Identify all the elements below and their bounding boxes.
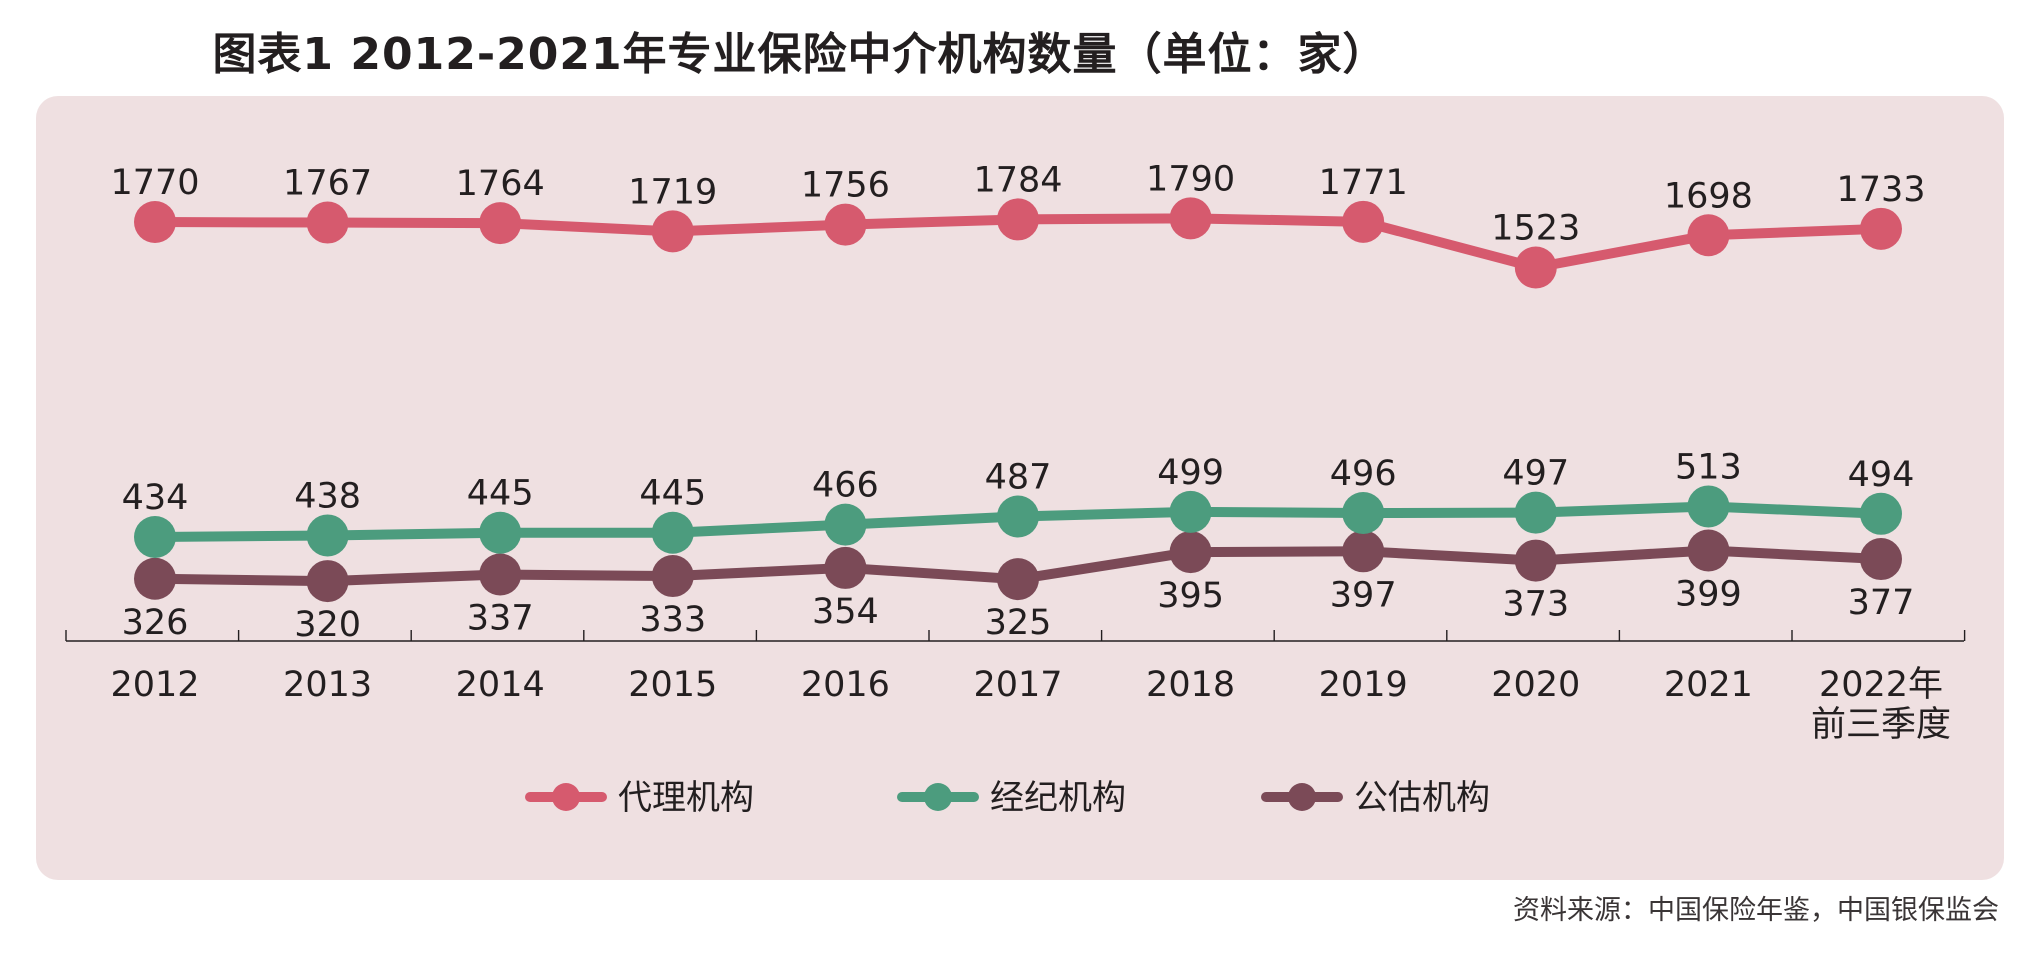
data-label: 354 bbox=[812, 592, 879, 632]
data-point bbox=[306, 514, 349, 557]
data-label: 499 bbox=[1157, 453, 1224, 493]
legend-marker bbox=[1288, 783, 1316, 811]
data-point bbox=[824, 203, 867, 246]
x-tick-label: 2020 bbox=[1491, 665, 1580, 705]
data-point bbox=[1514, 539, 1557, 582]
data-label: 438 bbox=[294, 476, 361, 516]
data-point bbox=[1342, 200, 1385, 243]
legend-label: 代理机构 bbox=[618, 778, 754, 818]
data-point bbox=[1169, 197, 1212, 240]
x-tick-label: 前三季度 bbox=[1811, 705, 1951, 745]
data-label: 326 bbox=[122, 603, 189, 643]
data-label: 1756 bbox=[801, 166, 890, 206]
data-point bbox=[997, 495, 1039, 538]
data-point bbox=[651, 511, 694, 554]
data-point bbox=[1342, 492, 1385, 535]
data-point bbox=[1860, 538, 1902, 581]
data-label: 337 bbox=[467, 599, 534, 639]
data-point bbox=[1169, 490, 1212, 533]
data-label: 487 bbox=[985, 458, 1052, 498]
x-tick-label: 2019 bbox=[1319, 665, 1408, 705]
data-point bbox=[479, 553, 522, 596]
data-point bbox=[479, 202, 522, 245]
data-label: 1764 bbox=[456, 164, 545, 204]
x-tick-label: 2015 bbox=[628, 665, 717, 705]
data-label: 320 bbox=[294, 605, 361, 645]
data-label: 434 bbox=[122, 478, 189, 518]
data-label: 399 bbox=[1675, 575, 1742, 615]
data-point bbox=[306, 560, 349, 603]
data-point bbox=[824, 503, 867, 546]
data-point bbox=[824, 546, 867, 589]
data-point bbox=[1687, 529, 1730, 572]
data-point bbox=[1860, 207, 1902, 250]
x-tick-label: 2021 bbox=[1664, 665, 1753, 705]
x-tick-label: 2016 bbox=[801, 665, 890, 705]
x-tick-label: 2014 bbox=[456, 665, 545, 705]
data-point bbox=[997, 198, 1039, 241]
data-label: 397 bbox=[1330, 575, 1397, 615]
data-label: 466 bbox=[812, 466, 879, 506]
data-label: 1733 bbox=[1836, 170, 1925, 210]
x-tick-label: 2012 bbox=[110, 665, 199, 705]
data-label: 1771 bbox=[1319, 163, 1408, 203]
data-point bbox=[479, 511, 522, 554]
data-label: 496 bbox=[1330, 454, 1397, 494]
legend-label: 公估机构 bbox=[1354, 778, 1490, 818]
source-note: 资料来源：中国保险年鉴，中国银保监会 bbox=[1513, 895, 1999, 926]
data-label: 445 bbox=[467, 474, 534, 514]
data-point bbox=[134, 557, 176, 600]
data-point bbox=[306, 201, 349, 244]
x-tick-label: 2022年 bbox=[1819, 665, 1943, 705]
data-label: 333 bbox=[639, 600, 706, 640]
data-point bbox=[1514, 491, 1557, 534]
data-point bbox=[997, 558, 1039, 601]
data-label: 1698 bbox=[1664, 176, 1753, 216]
x-tick-label: 2017 bbox=[973, 665, 1062, 705]
data-label: 1523 bbox=[1491, 208, 1580, 248]
data-label: 1770 bbox=[110, 163, 199, 203]
data-point bbox=[651, 210, 694, 253]
x-tick-label: 2018 bbox=[1146, 665, 1235, 705]
data-label: 513 bbox=[1675, 447, 1742, 487]
data-point bbox=[1169, 531, 1212, 574]
data-label: 445 bbox=[639, 474, 706, 514]
data-point bbox=[1687, 485, 1730, 528]
data-point bbox=[134, 201, 176, 243]
data-label: 1767 bbox=[283, 164, 372, 204]
data-label: 1784 bbox=[973, 160, 1062, 200]
data-label: 377 bbox=[1848, 583, 1915, 623]
legend-marker bbox=[924, 783, 952, 811]
legend-marker bbox=[552, 783, 580, 811]
data-label: 1790 bbox=[1146, 159, 1235, 199]
data-label: 373 bbox=[1502, 585, 1569, 625]
data-label: 494 bbox=[1848, 455, 1915, 495]
data-point bbox=[134, 516, 176, 558]
data-point bbox=[1687, 214, 1730, 257]
legend-label: 经纪机构 bbox=[990, 778, 1126, 818]
x-tick-label: 2013 bbox=[283, 665, 372, 705]
data-point bbox=[1342, 530, 1385, 573]
data-label: 1719 bbox=[628, 172, 717, 212]
data-point bbox=[1514, 246, 1557, 289]
data-point bbox=[651, 555, 694, 598]
chart-title: 图表1 2012-2021年专业保险中介机构数量（单位：家） bbox=[212, 29, 1388, 80]
data-point bbox=[1860, 492, 1902, 535]
data-label: 395 bbox=[1157, 576, 1224, 616]
data-label: 497 bbox=[1502, 454, 1569, 494]
data-label: 325 bbox=[985, 603, 1052, 643]
